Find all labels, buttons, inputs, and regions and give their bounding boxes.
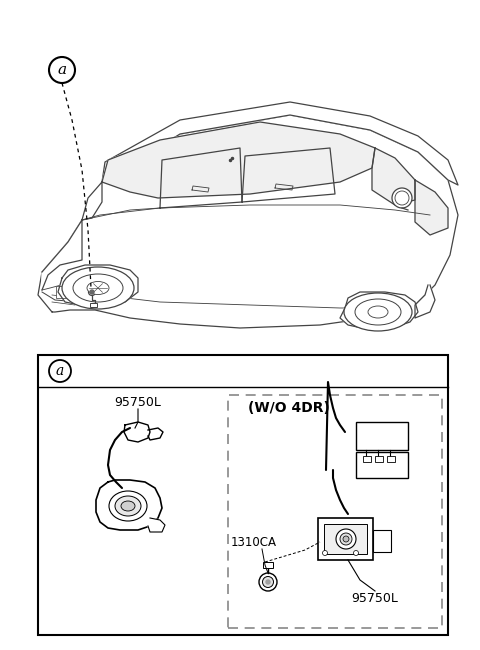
Polygon shape — [42, 220, 82, 290]
Bar — [363, 456, 371, 462]
Bar — [373, 530, 391, 552]
Polygon shape — [96, 480, 162, 530]
Ellipse shape — [121, 501, 135, 511]
Polygon shape — [38, 115, 458, 328]
Polygon shape — [58, 265, 138, 305]
Bar — [387, 456, 395, 462]
Polygon shape — [102, 102, 458, 185]
Circle shape — [88, 289, 96, 296]
Ellipse shape — [73, 274, 123, 302]
Bar — [324, 524, 367, 554]
Ellipse shape — [109, 491, 147, 521]
Circle shape — [336, 529, 356, 549]
Circle shape — [266, 580, 270, 584]
Circle shape — [343, 536, 349, 542]
Polygon shape — [124, 422, 150, 442]
Bar — [356, 452, 408, 478]
Ellipse shape — [368, 306, 388, 318]
Bar — [375, 456, 383, 462]
Ellipse shape — [344, 293, 412, 331]
Text: 95750L: 95750L — [351, 592, 398, 604]
Bar — [38, 355, 448, 635]
Polygon shape — [82, 182, 102, 220]
Bar — [56, 286, 82, 298]
Circle shape — [340, 533, 352, 545]
Circle shape — [90, 290, 94, 294]
Bar — [318, 518, 373, 560]
Text: a: a — [56, 364, 64, 378]
Circle shape — [395, 191, 409, 205]
Circle shape — [323, 551, 327, 556]
Ellipse shape — [62, 267, 134, 309]
Ellipse shape — [87, 281, 109, 294]
Polygon shape — [148, 518, 165, 532]
Polygon shape — [102, 122, 375, 198]
Bar — [228, 395, 442, 628]
Circle shape — [259, 573, 277, 591]
Circle shape — [392, 188, 412, 208]
Bar — [263, 562, 273, 568]
Bar — [356, 422, 408, 450]
Ellipse shape — [115, 496, 141, 516]
Polygon shape — [372, 148, 415, 205]
Ellipse shape — [355, 299, 401, 325]
Polygon shape — [415, 285, 435, 318]
Text: a: a — [58, 63, 67, 77]
Circle shape — [49, 360, 71, 382]
Circle shape — [263, 577, 274, 588]
Polygon shape — [148, 428, 163, 440]
Bar — [90, 303, 97, 307]
Polygon shape — [340, 292, 418, 328]
Text: 1310CA: 1310CA — [231, 536, 277, 549]
Text: (W/O 4DR): (W/O 4DR) — [248, 401, 330, 415]
Polygon shape — [415, 180, 448, 235]
Circle shape — [353, 551, 359, 556]
Text: 95750L: 95750L — [115, 395, 161, 408]
Circle shape — [49, 57, 75, 83]
